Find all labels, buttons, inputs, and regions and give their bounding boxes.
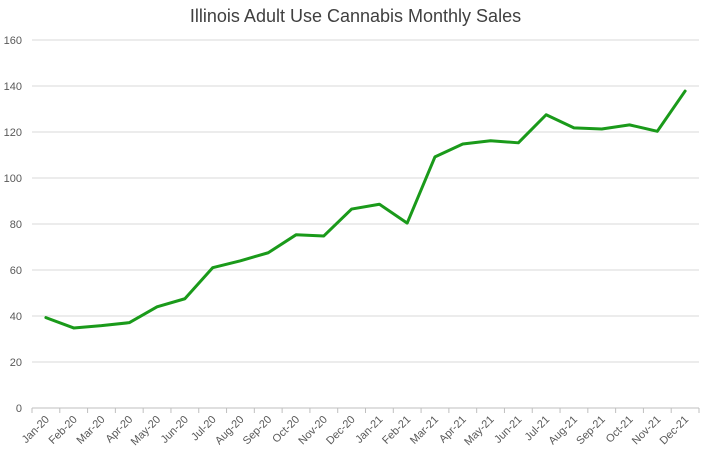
y-tick-label: 100	[4, 173, 22, 185]
y-tick-label: 60	[10, 265, 22, 277]
x-tick-label: Mar-21	[408, 414, 441, 447]
data-point	[128, 321, 131, 324]
data-point	[405, 221, 409, 225]
x-tick-label: Dec-20	[324, 414, 358, 448]
y-tick-label: 140	[4, 81, 22, 93]
data-point	[628, 123, 631, 127]
y-tick-label: 0	[16, 403, 22, 415]
x-tick-label: Aug-20	[213, 414, 247, 448]
data-point	[600, 127, 603, 131]
data-point	[72, 326, 75, 330]
data-point	[572, 126, 576, 130]
y-tick-label: 160	[4, 35, 22, 47]
data-point	[461, 142, 464, 146]
data-point	[350, 207, 353, 211]
series-line	[44, 89, 687, 330]
data-point	[294, 233, 298, 237]
y-tick-label: 40	[10, 311, 22, 323]
x-tick-label: May-21	[462, 414, 496, 448]
x-tick-label: May-20	[129, 414, 163, 448]
x-tick-label: Nov-21	[630, 414, 664, 448]
x-tick-label: Sep-21	[574, 414, 608, 448]
y-tick-label: 80	[10, 219, 22, 231]
data-point	[517, 141, 520, 145]
data-point	[656, 130, 659, 133]
x-tick-label: Dec-21	[658, 414, 692, 448]
x-tick-label: Sep-20	[241, 414, 275, 448]
chart-title: Illinois Adult Use Cannabis Monthly Sale…	[189, 6, 522, 26]
data-point	[322, 234, 326, 238]
x-tick-label: Feb-20	[47, 414, 80, 447]
y-tick-label: 120	[4, 127, 22, 139]
x-tick-label: Jan-21	[353, 414, 385, 446]
data-point	[100, 324, 103, 327]
data-point	[433, 155, 437, 159]
data-point	[378, 203, 381, 206]
x-tick-label: Jan-20	[20, 414, 52, 446]
x-tick-label: Feb-21	[380, 414, 413, 447]
data-point	[183, 297, 187, 300]
data-point	[239, 259, 242, 262]
data-point	[683, 89, 687, 93]
x-tick-label: Mar-20	[74, 414, 107, 447]
data-point	[267, 251, 270, 254]
x-tick-label: Jun-21	[492, 414, 524, 446]
data-point	[489, 139, 492, 142]
x-tick-label: Aug-21	[546, 414, 580, 448]
x-tick-label: Jun-20	[159, 414, 191, 446]
data-point	[544, 113, 548, 116]
data-point	[155, 305, 159, 308]
x-tick-label: Nov-20	[296, 414, 330, 448]
data-point	[44, 316, 48, 319]
y-tick-label: 20	[10, 357, 22, 369]
data-point	[211, 266, 214, 269]
